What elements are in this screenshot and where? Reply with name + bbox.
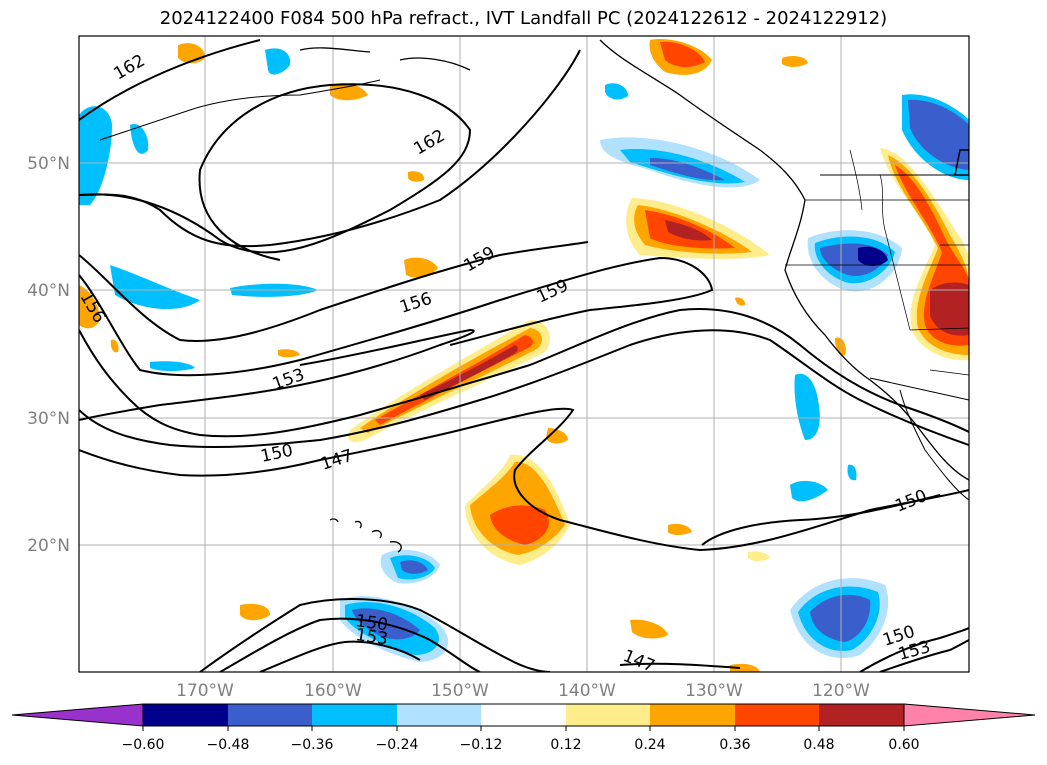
colorbar-tick-5: −0.12	[460, 737, 503, 753]
colorbar-tick-3: −0.36	[291, 737, 334, 753]
map-frame	[78, 35, 970, 673]
colorbar-tick-7: 0.24	[634, 737, 665, 753]
colorbar-tick-10: 0.60	[888, 737, 919, 753]
lon-label-140w: 140°W	[558, 681, 616, 701]
colorbar-tick-2: −0.48	[207, 737, 250, 753]
colorbar-extend-high	[903, 703, 1036, 727]
colorbar-bin-9	[819, 704, 904, 726]
colorbar: −0.60 −0.48 −0.36 −0.24 −0.12 0.12 0.24 …	[11, 703, 1036, 753]
colorbar-bin-8	[735, 704, 819, 726]
colorbar-tick-6: 0.12	[550, 737, 581, 753]
lat-label-40n: 40°N	[27, 281, 70, 301]
colorbar-bin-1	[143, 704, 228, 726]
lon-label-130w: 130°W	[685, 681, 743, 701]
latitude-labels: 50°N 40°N 30°N 20°N	[27, 154, 70, 556]
colorbar-tick-4: −0.24	[376, 737, 419, 753]
colorbar-bin-6	[566, 704, 650, 726]
colorbar-bin-5	[481, 704, 566, 726]
colorbar-bin-7	[650, 704, 735, 726]
lon-label-150w: 150°W	[431, 681, 489, 701]
lon-label-120w: 120°W	[812, 681, 870, 701]
lat-label-30n: 30°N	[27, 409, 70, 429]
height-contours	[79, 39, 969, 672]
map-title: 2024122400 F084 500 hPa refract., IVT La…	[159, 8, 888, 29]
lat-label-50n: 50°N	[27, 154, 70, 174]
anomaly-fills	[79, 39, 969, 672]
longitude-labels: 170°W 160°W 150°W 140°W 130°W 120°W	[176, 681, 870, 701]
colorbar-bin-4	[397, 704, 481, 726]
map-panel: 162 162 159 159 156 156 153 153 150 150 …	[79, 36, 969, 672]
colorbar-bin-3	[312, 704, 397, 726]
lat-label-20n: 20°N	[27, 536, 70, 556]
colorbar-tick-9: 0.48	[803, 737, 834, 753]
colorbar-bin-2	[228, 704, 312, 726]
contour-label-150c: 150	[354, 611, 389, 635]
lon-label-170w: 170°W	[176, 681, 234, 701]
colorbar-tick-8: 0.36	[719, 737, 750, 753]
contour-label-153b: 153	[354, 625, 389, 649]
lon-label-160w: 160°W	[304, 681, 362, 701]
coastlines	[99, 39, 969, 553]
colorbar-tick-1: −0.60	[122, 737, 165, 753]
colorbar-extend-low	[11, 703, 144, 727]
gridlines	[79, 36, 969, 672]
